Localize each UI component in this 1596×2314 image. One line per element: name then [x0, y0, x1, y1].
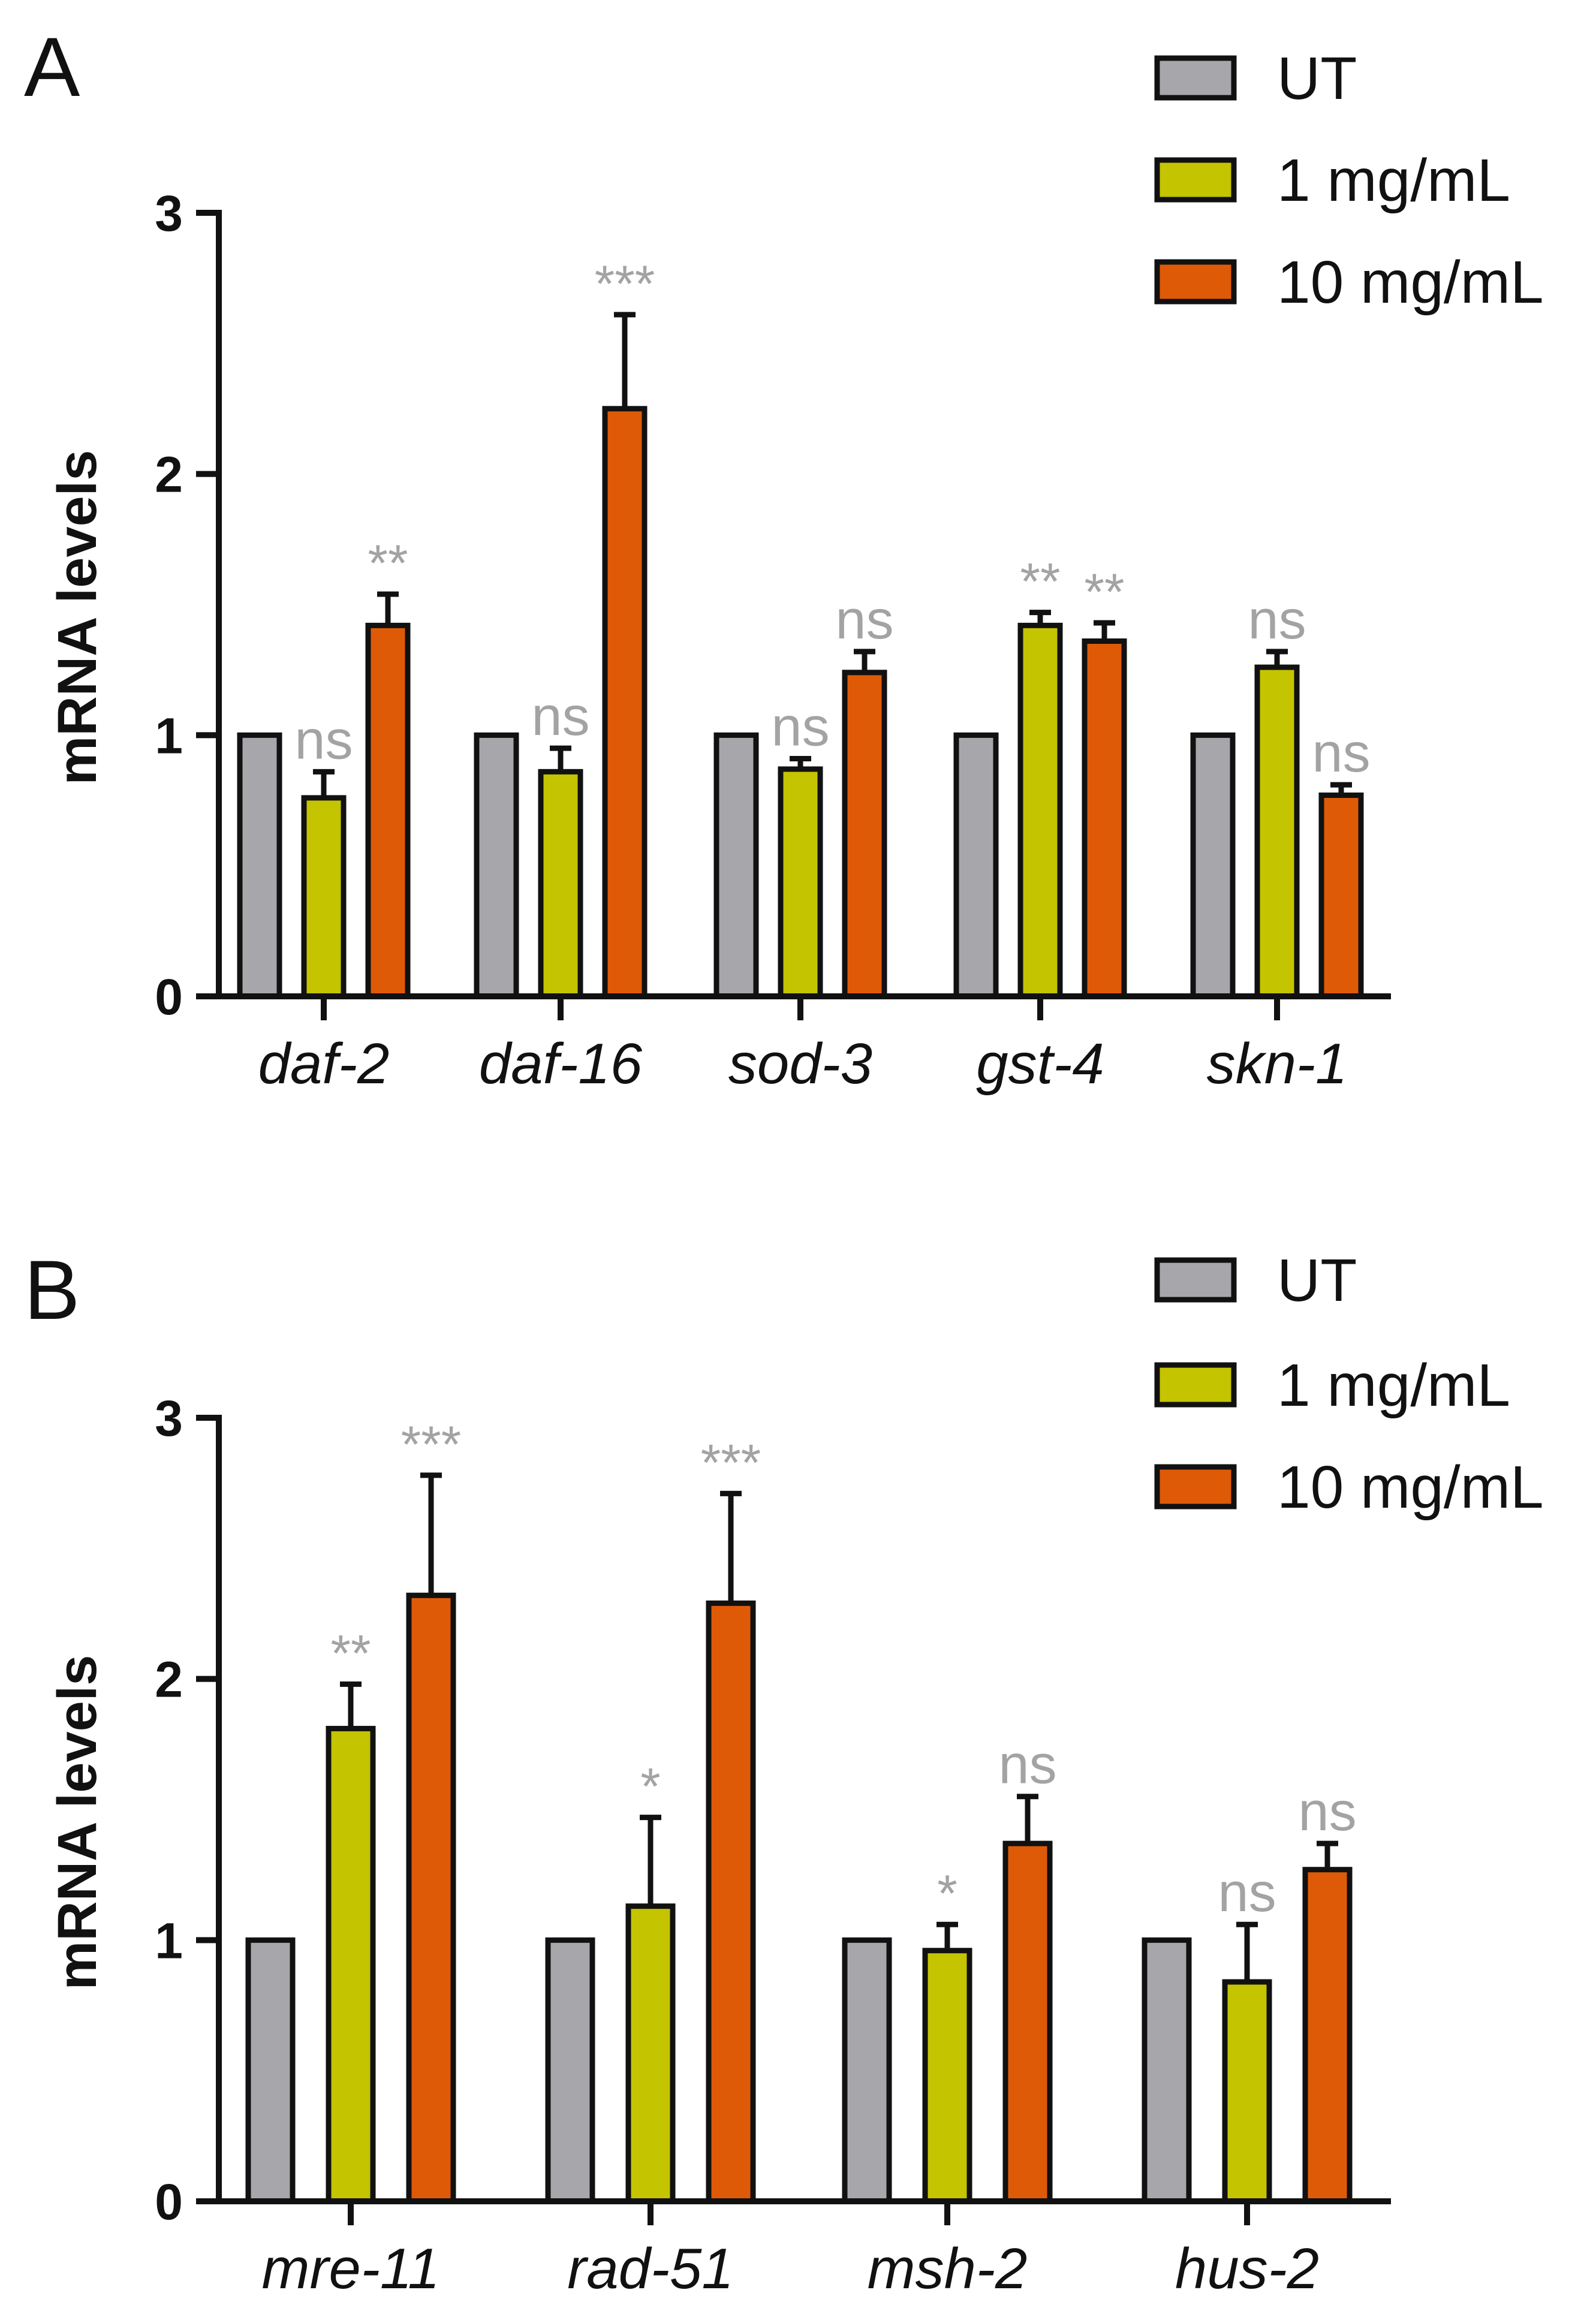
significance-label: * — [640, 1758, 660, 1816]
significance-label: ns — [835, 589, 893, 650]
x-tick-label: mre-11 — [262, 2237, 440, 2301]
legend-swatch — [1154, 157, 1237, 203]
bar — [1254, 664, 1300, 999]
bar — [326, 1725, 376, 2204]
significance-label: ns — [1298, 1781, 1356, 1842]
bar — [625, 1903, 676, 2204]
legend-swatch — [1154, 55, 1237, 101]
bar — [538, 769, 583, 999]
significance-label: ns — [1248, 589, 1306, 650]
y-tick-label: 2 — [155, 447, 183, 503]
x-tick-label: daf-16 — [479, 1032, 643, 1096]
y-tick-label: 2 — [155, 1652, 183, 1708]
x-tick-label: sod-3 — [728, 1032, 872, 1096]
significance-label: ** — [368, 535, 408, 592]
bar — [706, 1600, 756, 2204]
bar — [1302, 1867, 1353, 2204]
y-axis-label: mRNA levels — [47, 450, 108, 785]
bar — [1222, 1979, 1272, 2204]
x-tick-label: hus-2 — [1175, 2237, 1319, 2301]
legend-swatch — [1154, 1362, 1237, 1408]
bar — [406, 1592, 456, 2204]
y-tick-label: 1 — [155, 1912, 183, 1969]
significance-label: ns — [1312, 722, 1370, 784]
legend-swatch — [1154, 1257, 1237, 1303]
significance-label: *** — [595, 255, 655, 313]
bar — [245, 1937, 296, 2204]
legend-swatch — [1154, 259, 1237, 305]
x-tick-label: rad-51 — [567, 2237, 734, 2301]
significance-label: ns — [998, 1734, 1056, 1795]
x-tick-label: msh-2 — [868, 2237, 1028, 2301]
bar — [778, 766, 823, 999]
x-tick-label: daf-2 — [258, 1032, 390, 1096]
legend-label: UT — [1277, 1247, 1357, 1314]
bar — [1002, 1840, 1053, 2204]
x-tick-label: gst-4 — [976, 1032, 1104, 1096]
bar — [1190, 732, 1236, 999]
x-tick-label: skn-1 — [1207, 1032, 1348, 1096]
legend-label: UT — [1277, 45, 1357, 112]
y-tick-label: 1 — [155, 707, 183, 764]
bar — [842, 670, 887, 999]
significance-label: ns — [531, 686, 589, 747]
legend-label: 10 mg/mL — [1277, 249, 1544, 316]
legend-label: 1 mg/mL — [1277, 1352, 1510, 1419]
bar — [922, 1948, 972, 2204]
bar — [842, 1937, 892, 2204]
bar — [365, 622, 411, 999]
bar — [1017, 622, 1063, 999]
bar — [1082, 638, 1127, 999]
bar — [545, 1937, 595, 2204]
bar — [474, 732, 519, 999]
bar — [1142, 1937, 1192, 2204]
significance-label: ns — [294, 709, 353, 770]
bar — [1318, 793, 1364, 999]
legend-swatch — [1154, 1464, 1237, 1509]
significance-label: *** — [701, 1434, 761, 1492]
bar — [237, 732, 282, 999]
significance-label: ** — [1020, 553, 1061, 611]
significance-label: ** — [1085, 564, 1125, 621]
bar — [602, 406, 648, 999]
significance-label: * — [937, 1865, 957, 1923]
significance-label: ns — [1218, 1862, 1276, 1923]
bar — [301, 795, 347, 999]
panel-label: A — [24, 20, 80, 114]
significance-label: ** — [331, 1625, 371, 1682]
bar — [953, 732, 999, 999]
y-tick-label: 3 — [155, 1390, 183, 1447]
bar — [713, 732, 759, 999]
y-tick-label: 3 — [155, 185, 183, 242]
y-tick-label: 0 — [155, 969, 183, 1025]
y-tick-label: 0 — [155, 2174, 183, 2230]
significance-label: *** — [401, 1416, 461, 1474]
legend-label: 1 mg/mL — [1277, 147, 1510, 214]
significance-label: ns — [771, 697, 829, 758]
legend-label: 10 mg/mL — [1277, 1454, 1544, 1521]
y-axis-label: mRNA levels — [47, 1655, 108, 1990]
panel-label: B — [24, 1243, 80, 1337]
